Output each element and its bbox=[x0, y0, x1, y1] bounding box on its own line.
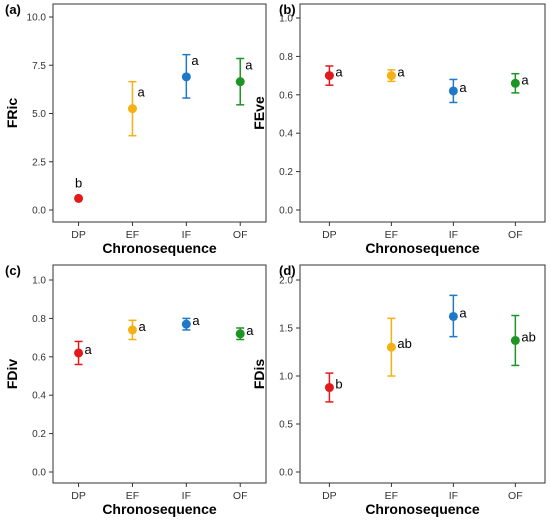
y-tick-label: 0.6 bbox=[279, 90, 293, 101]
x-tick-label: IF bbox=[182, 490, 191, 502]
data-point bbox=[324, 383, 334, 393]
y-tick-label: 0.0 bbox=[279, 206, 293, 217]
y-axis-title: FDis bbox=[251, 359, 267, 390]
plot-frame bbox=[299, 3, 546, 223]
chart-panel-2: (b) 0.0 0.2 0.4 0.6 0.8 1.0 DP EF IF OF Chronoseque… bbox=[251, 2, 546, 256]
data-point bbox=[74, 348, 84, 358]
x-tick-label: OF bbox=[508, 490, 523, 502]
y-tick-label: 0.8 bbox=[32, 314, 46, 325]
x-tick-label: DP bbox=[71, 490, 86, 502]
panel-label: (d) bbox=[279, 263, 296, 278]
y-tick-label: 0.8 bbox=[279, 52, 293, 63]
y-tick-label: 5.0 bbox=[32, 109, 46, 120]
y-tick-label: 10.0 bbox=[27, 13, 47, 24]
y-tick-label: 0.0 bbox=[32, 468, 46, 479]
plot-frame bbox=[52, 264, 267, 484]
y-tick-label: 1.5 bbox=[279, 324, 293, 335]
significance-label: a bbox=[246, 323, 254, 338]
y-axis-title: FRic bbox=[4, 98, 20, 129]
x-tick-label: IF bbox=[182, 229, 191, 241]
significance-label: a bbox=[245, 58, 253, 73]
x-axis-title: Chronosequence bbox=[365, 240, 480, 256]
x-tick-label: DP bbox=[71, 229, 86, 241]
plot-frame bbox=[52, 3, 267, 223]
data-point bbox=[386, 342, 396, 352]
y-tick-label: 2.5 bbox=[32, 157, 46, 168]
x-axis-title: Chronosequence bbox=[102, 240, 217, 256]
x-tick-label: OF bbox=[508, 229, 523, 241]
data-point bbox=[510, 78, 520, 88]
x-tick-label: EF bbox=[385, 229, 398, 241]
y-tick-label: 0.4 bbox=[32, 391, 46, 402]
significance-label: a bbox=[192, 313, 200, 328]
panel-label: (b) bbox=[279, 2, 296, 17]
data-point bbox=[386, 71, 396, 81]
x-axis-title: Chronosequence bbox=[365, 501, 480, 517]
significance-label: a bbox=[397, 65, 405, 80]
x-tick-label: OF bbox=[233, 229, 248, 241]
significance-label: b bbox=[75, 175, 82, 190]
significance-label: ab bbox=[521, 329, 535, 344]
y-tick-label: 2.0 bbox=[279, 276, 293, 287]
significance-label: a bbox=[137, 85, 145, 100]
significance-label: a bbox=[138, 319, 146, 334]
y-tick-label: 1.0 bbox=[32, 276, 46, 287]
data-point bbox=[235, 77, 245, 87]
data-point bbox=[324, 71, 334, 81]
significance-label: b bbox=[335, 377, 342, 392]
significance-label: a bbox=[459, 305, 467, 320]
significance-label: a bbox=[459, 80, 467, 95]
y-tick-label: 0.5 bbox=[279, 420, 293, 431]
x-tick-label: IF bbox=[449, 229, 458, 241]
data-point bbox=[181, 72, 191, 82]
y-tick-label: 1.0 bbox=[279, 372, 293, 383]
data-point bbox=[74, 193, 84, 203]
y-tick-label: 7.5 bbox=[32, 61, 46, 72]
panel-label: (c) bbox=[5, 263, 21, 278]
significance-label: a bbox=[521, 72, 529, 87]
chart-panel-3: (c) 0.0 0.2 0.4 0.6 0.8 1.0 DP EF IF OF Chronoseque… bbox=[4, 263, 267, 517]
x-tick-label: DP bbox=[322, 490, 337, 502]
x-tick-label: EF bbox=[126, 490, 139, 502]
significance-label: a bbox=[85, 342, 93, 357]
x-tick-label: OF bbox=[233, 490, 248, 502]
data-point bbox=[127, 325, 137, 335]
panel-label: (a) bbox=[5, 2, 21, 17]
x-tick-label: EF bbox=[385, 490, 398, 502]
data-point bbox=[448, 86, 458, 96]
x-axis-title: Chronosequence bbox=[102, 501, 217, 517]
y-axis-title: FDiv bbox=[4, 359, 20, 390]
chart-panel-4: (d) 0.0 0.5 1.0 1.5 2.0 DP EF IF OF Chronosequence… bbox=[251, 263, 546, 517]
significance-label: a bbox=[335, 65, 343, 80]
data-point bbox=[181, 319, 191, 329]
y-tick-label: 0.0 bbox=[32, 206, 46, 217]
data-point bbox=[510, 335, 520, 345]
y-tick-label: 0.0 bbox=[279, 468, 293, 479]
significance-label: a bbox=[191, 53, 199, 68]
y-tick-label: 0.4 bbox=[279, 129, 293, 140]
y-tick-label: 0.2 bbox=[279, 167, 293, 178]
y-axis-title: FEve bbox=[251, 96, 267, 130]
x-tick-label: EF bbox=[126, 229, 139, 241]
chart-panel-1: (a) 0.0 2.5 5.0 7.5 10.0 DP EF IF OF Chronosequenc… bbox=[4, 2, 267, 256]
significance-label: ab bbox=[397, 336, 411, 351]
y-tick-label: 1.0 bbox=[279, 14, 293, 25]
y-tick-label: 0.2 bbox=[32, 429, 46, 440]
data-point bbox=[448, 311, 458, 321]
x-tick-label: DP bbox=[322, 229, 337, 241]
plot-frame bbox=[299, 264, 546, 484]
x-tick-label: IF bbox=[449, 490, 458, 502]
data-point bbox=[235, 329, 245, 339]
y-tick-label: 0.6 bbox=[32, 352, 46, 363]
data-point bbox=[127, 104, 137, 114]
